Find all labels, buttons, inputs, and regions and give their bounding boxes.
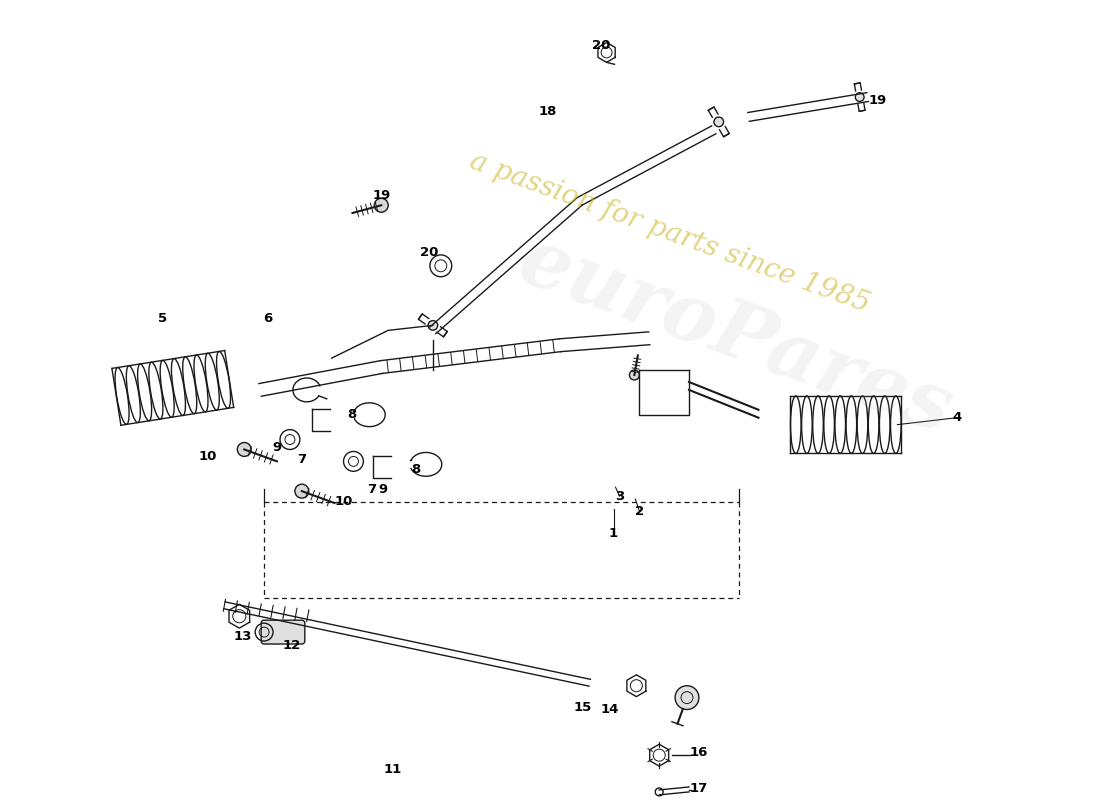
Text: 14: 14 [601, 703, 618, 716]
Text: 16: 16 [690, 746, 708, 758]
Text: 3: 3 [615, 490, 624, 502]
Text: 7: 7 [297, 453, 307, 466]
Circle shape [295, 484, 309, 498]
Text: 18: 18 [539, 106, 558, 118]
Text: 1: 1 [609, 527, 618, 540]
Text: a passion for parts since 1985: a passion for parts since 1985 [466, 148, 873, 318]
Text: 15: 15 [573, 701, 592, 714]
Text: 10: 10 [198, 450, 217, 463]
Text: 5: 5 [158, 312, 167, 325]
Circle shape [629, 370, 639, 380]
Text: 19: 19 [868, 94, 887, 106]
Circle shape [856, 93, 865, 102]
Circle shape [374, 198, 388, 212]
Circle shape [675, 686, 698, 710]
Text: 10: 10 [334, 494, 353, 507]
Text: 20: 20 [593, 39, 611, 52]
Text: 20: 20 [420, 246, 438, 259]
Text: 2: 2 [635, 505, 643, 518]
Text: 6: 6 [264, 312, 273, 325]
Text: 8: 8 [346, 408, 356, 422]
Circle shape [428, 321, 438, 330]
Text: 13: 13 [233, 630, 252, 642]
FancyBboxPatch shape [261, 620, 305, 644]
Text: 9: 9 [273, 441, 282, 454]
Text: 7: 7 [366, 482, 376, 496]
Text: 19: 19 [372, 189, 390, 202]
Text: euroPares: euroPares [508, 222, 962, 450]
Circle shape [714, 117, 724, 126]
Text: 4: 4 [953, 411, 961, 424]
Circle shape [238, 442, 251, 457]
Text: 9: 9 [378, 482, 388, 496]
Text: 17: 17 [690, 782, 708, 795]
Text: 11: 11 [384, 762, 403, 775]
Text: 12: 12 [283, 638, 301, 651]
Text: 8: 8 [411, 463, 420, 476]
